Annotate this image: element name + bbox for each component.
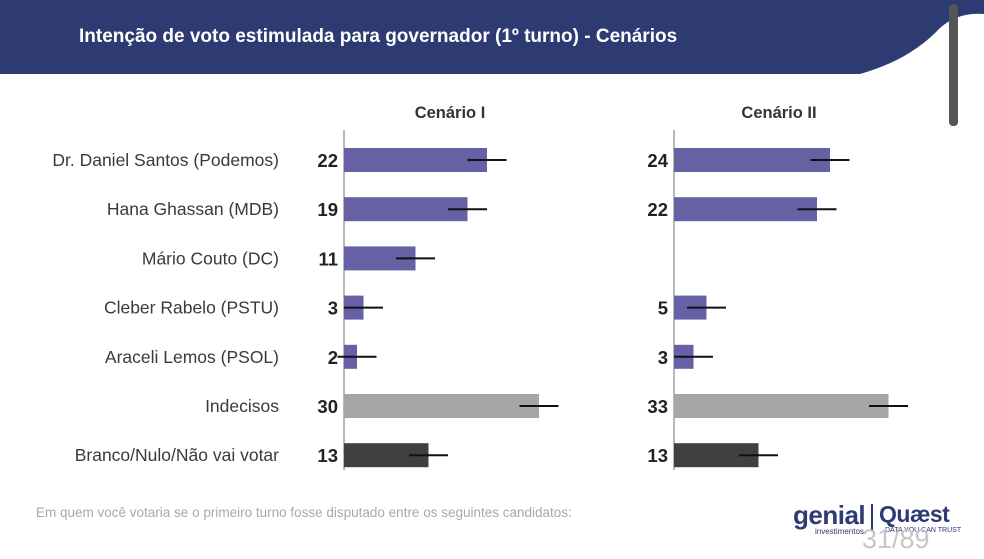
data-label: 2 [328,347,338,368]
series-header: Cenário I [415,104,486,122]
series-header: Cenário II [741,104,816,122]
bar-chart: Dr. Daniel Santos (Podemos) Hana Ghassan … [52,104,908,470]
bar [674,148,830,172]
data-label: 19 [317,199,338,220]
footnote: Em quem você votaria se o primeiro turno… [36,505,572,520]
quaest-logo-subtitle: DATA YOU CAN TRUST [885,527,962,534]
category-label: Indecisos [205,396,279,416]
category-label: Dr. Daniel Santos (Podemos) [52,150,279,170]
category-label: Araceli Lemos (PSOL) [105,347,279,367]
data-label: 30 [317,396,338,417]
data-label: 11 [318,248,338,269]
quaest-logo: Quæst [879,501,950,527]
category-label: Mário Couto (DC) [142,248,279,268]
data-label: 22 [647,199,668,220]
bar [344,148,487,172]
page-counter: 31/89 [862,524,930,554]
bar [674,197,817,222]
data-label: 33 [647,396,668,417]
category-label: Hana Ghassan (MDB) [107,199,279,219]
data-label: 5 [658,298,668,319]
data-label: 3 [658,347,668,368]
category-label: Branco/Nulo/Não vai votar [75,445,279,465]
data-label: 22 [317,150,338,171]
bar [674,394,889,418]
data-label: 13 [647,445,668,466]
bar [344,197,468,222]
genial-logo-subtitle: investimentos [815,527,864,536]
logo-separator [871,504,873,530]
page-title: Intenção de voto estimulada para governa… [79,26,678,47]
scrollbar-thumb[interactable] [949,4,958,126]
category-label: Cleber Rabelo (PSTU) [104,298,279,318]
data-label: 3 [328,298,338,319]
data-label: 24 [647,150,668,171]
header-banner [0,0,984,74]
data-label: 13 [317,445,338,466]
bar [344,394,539,418]
genial-logo: genial [793,500,866,530]
